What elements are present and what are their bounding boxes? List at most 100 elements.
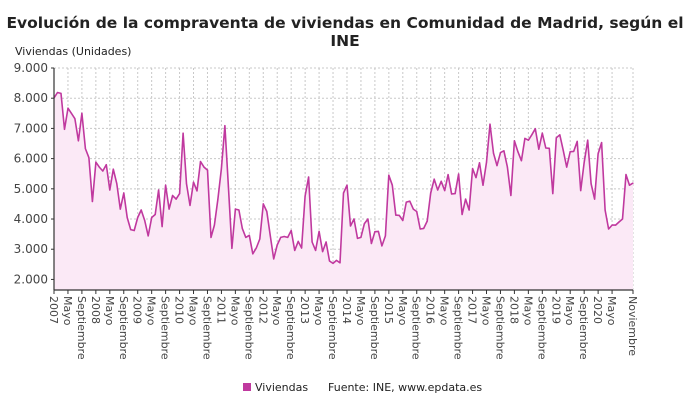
data-point <box>269 235 271 237</box>
data-point <box>524 137 526 139</box>
data-point <box>468 209 470 211</box>
data-point <box>105 164 107 166</box>
x-tick-label: Mayo <box>61 296 74 326</box>
data-point <box>363 223 365 225</box>
data-point <box>255 247 257 249</box>
data-point <box>241 227 243 229</box>
data-point <box>461 213 463 216</box>
series-area <box>53 91 634 290</box>
x-tick-label: 2017 <box>466 296 479 324</box>
data-point <box>346 184 348 186</box>
data-point <box>154 213 156 216</box>
data-point <box>433 178 435 180</box>
data-point <box>555 137 557 139</box>
data-point <box>342 192 345 194</box>
x-tick-label: Septiembre <box>159 296 172 360</box>
data-point <box>367 218 369 220</box>
data-point <box>332 262 334 264</box>
data-point <box>266 210 268 213</box>
x-tick-label: 2011 <box>214 296 227 324</box>
data-point <box>419 228 421 230</box>
data-point <box>360 236 362 238</box>
data-point <box>185 183 188 185</box>
x-tick-label: Mayo <box>521 296 534 326</box>
data-point <box>625 174 627 176</box>
data-point <box>67 107 69 109</box>
data-point <box>444 190 446 192</box>
data-point <box>231 247 233 249</box>
data-point <box>604 209 606 211</box>
data-point <box>531 134 533 136</box>
data-point <box>109 189 111 191</box>
data-point <box>538 148 540 150</box>
data-point <box>437 189 439 191</box>
data-point <box>322 251 324 253</box>
data-point <box>587 139 589 141</box>
data-point <box>318 230 320 232</box>
data-point <box>416 210 418 213</box>
data-point <box>615 224 617 226</box>
data-point <box>611 224 613 226</box>
x-tick-label: Mayo <box>312 296 325 326</box>
data-point <box>510 194 512 197</box>
x-tick-label: 2018 <box>507 296 520 324</box>
y-tick-label: 9.000 <box>14 61 48 75</box>
data-point <box>562 149 564 151</box>
x-tick-label: Septiembre <box>535 296 548 360</box>
data-point <box>140 209 142 211</box>
data-point <box>451 193 453 195</box>
data-point <box>273 258 275 260</box>
legend: Viviendas Fuente: INE, www.epdata.es <box>243 381 482 394</box>
data-point <box>489 123 491 125</box>
x-tick-label: Septiembre <box>75 296 88 360</box>
y-tick-label: 6.000 <box>14 152 48 166</box>
data-point <box>377 230 379 232</box>
x-tick-label: 2010 <box>173 296 186 324</box>
data-point <box>527 139 530 141</box>
data-point <box>545 147 547 149</box>
data-point <box>182 132 184 134</box>
y-tick-label: 8.000 <box>14 91 48 105</box>
data-point <box>349 225 352 227</box>
data-point <box>126 216 128 219</box>
data-point <box>84 148 86 150</box>
data-point <box>618 221 620 223</box>
data-point <box>297 240 299 242</box>
data-point <box>552 193 554 195</box>
legend-swatch-viviendas <box>243 383 251 391</box>
data-point <box>262 203 264 205</box>
data-point <box>520 160 523 162</box>
data-point <box>77 140 79 142</box>
data-point <box>601 142 603 144</box>
x-tick-label: Mayo <box>103 296 116 326</box>
data-point <box>465 198 467 200</box>
data-point <box>580 190 582 192</box>
x-tick-label: Septiembre <box>284 296 297 360</box>
x-tick-label: Mayo <box>396 296 409 326</box>
x-tick-label: Mayo <box>145 296 158 326</box>
data-point <box>213 224 215 226</box>
data-point <box>447 174 449 176</box>
data-point <box>384 235 386 237</box>
data-point <box>492 152 495 154</box>
data-point <box>63 128 66 130</box>
data-point <box>398 214 400 216</box>
data-point <box>168 208 170 210</box>
x-tick-label: 2015 <box>382 296 395 324</box>
data-point <box>276 244 278 246</box>
data-point <box>133 229 135 232</box>
legend-label-viviendas: Viviendas <box>255 381 308 394</box>
data-point <box>566 166 568 168</box>
data-point <box>499 152 502 154</box>
data-point <box>308 176 310 178</box>
data-point <box>234 208 236 210</box>
data-point <box>172 194 174 197</box>
x-tick-label: Septiembre <box>452 296 465 360</box>
data-point <box>161 226 163 228</box>
data-point <box>472 168 474 170</box>
chart-title: Evolución de la compraventa de viviendas… <box>6 14 684 50</box>
x-tick-label: 2013 <box>298 296 311 324</box>
data-point <box>559 134 561 136</box>
data-point <box>290 229 292 232</box>
x-tick-label: Septiembre <box>242 296 255 360</box>
